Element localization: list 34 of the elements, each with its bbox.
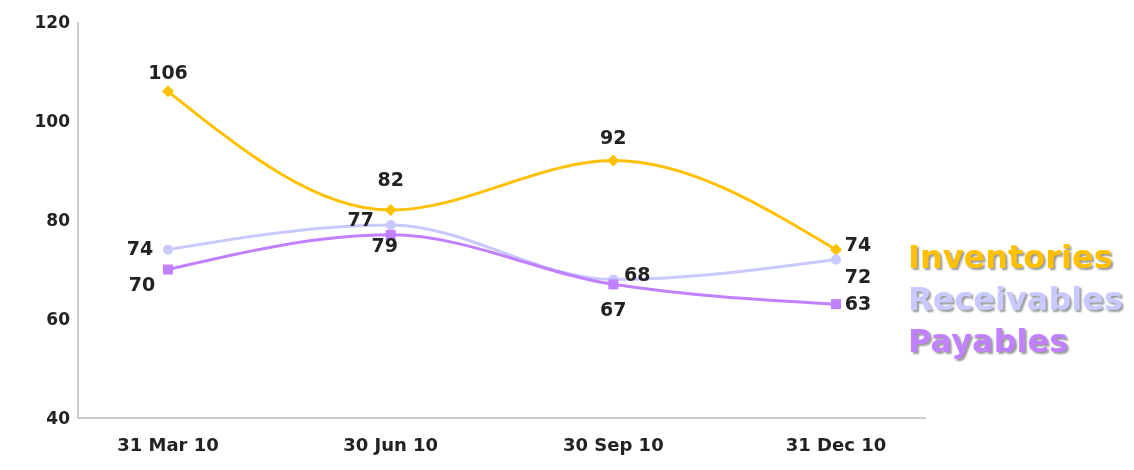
point	[608, 279, 619, 290]
data-label: 82	[377, 167, 404, 190]
point	[830, 243, 842, 256]
data-label: 68	[624, 262, 651, 285]
x-tick-label: 31 Mar 10	[117, 433, 219, 455]
x-tick-label: 30 Jun 10	[343, 433, 439, 455]
y-tick-label: 40	[46, 408, 71, 429]
text: Receivables	[908, 279, 1124, 320]
data-label: 67	[600, 297, 627, 320]
data-label: 106	[148, 60, 188, 83]
x-tick-label: 30 Sep 10	[562, 433, 664, 455]
text: Payables	[908, 321, 1070, 362]
data-label: 92	[600, 126, 627, 149]
y-tick-label: 80	[46, 210, 71, 231]
point	[384, 204, 397, 217]
text: Inventories	[908, 237, 1114, 278]
data-label: 79	[371, 234, 398, 257]
point	[831, 254, 841, 265]
point	[831, 299, 841, 310]
point	[162, 85, 174, 98]
data-label: 74	[844, 233, 872, 256]
data-label: 72	[844, 265, 872, 288]
data-label: 70	[128, 273, 156, 295]
x-tick-label: 31 Dec 10	[785, 433, 887, 455]
y-tick-label: 100	[34, 111, 71, 132]
point	[163, 244, 173, 255]
y-tick-label: 120	[34, 12, 71, 33]
point	[385, 219, 396, 230]
data-label: 74	[126, 237, 154, 260]
point	[163, 264, 173, 275]
y-tick-label: 60	[46, 309, 71, 330]
point	[607, 154, 620, 167]
data-label: 63	[844, 291, 872, 314]
data-label: 77	[347, 208, 374, 231]
